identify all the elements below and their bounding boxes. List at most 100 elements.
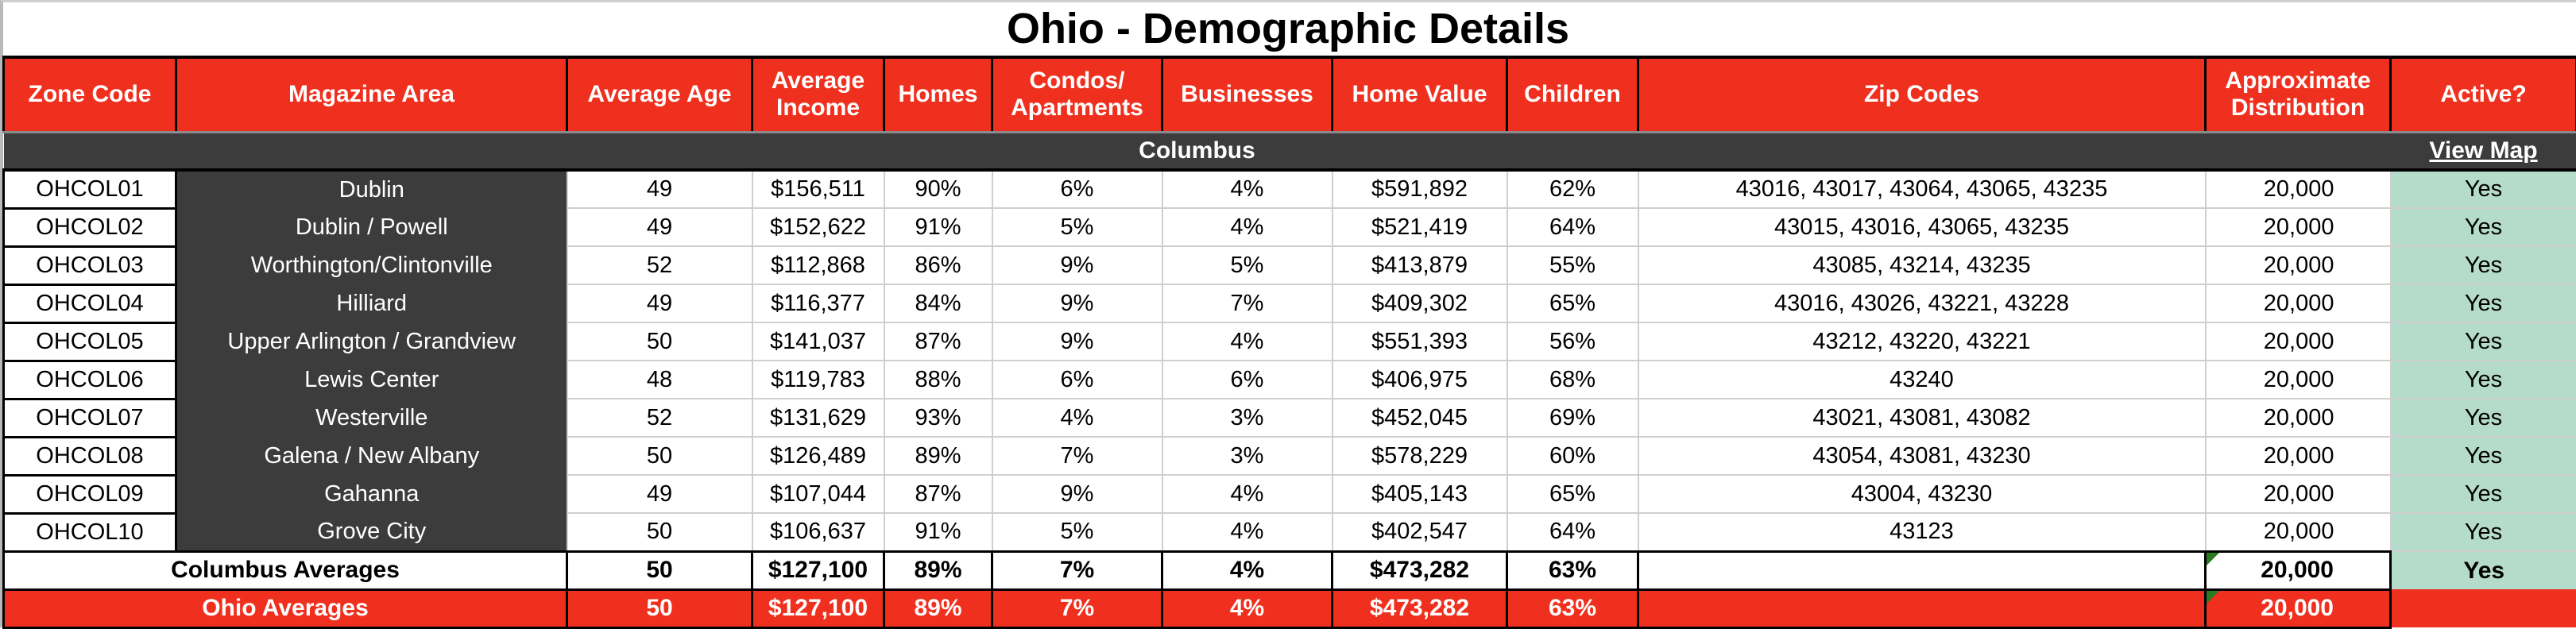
average-income-cell[interactable]: $131,629 [752,399,884,437]
columbus-averages-row-home-value[interactable]: $473,282 [1332,551,1507,589]
magazine-area-cell[interactable]: Upper Arlington / Grandview [176,322,567,361]
condos-cell[interactable]: 5% [992,208,1162,246]
ohio-averages-row-children[interactable]: 63% [1507,589,1638,627]
columbus-averages-row-age[interactable]: 50 [567,551,752,589]
average-income-cell[interactable]: $126,489 [752,437,884,475]
condos-cell[interactable]: 5% [992,513,1162,551]
average-age-cell[interactable]: 48 [567,361,752,399]
average-age-cell[interactable]: 50 [567,437,752,475]
children-cell[interactable]: 65% [1507,475,1638,513]
magazine-area-cell[interactable]: Dublin / Powell [176,208,567,246]
columbus-averages-row-children[interactable]: 63% [1507,551,1638,589]
columbus-averages-row-homes[interactable]: 89% [884,551,992,589]
children-cell[interactable]: 69% [1507,399,1638,437]
businesses-cell[interactable]: 4% [1162,513,1332,551]
header-condos[interactable]: Condos/Apartments [992,57,1162,132]
zip-codes-cell[interactable]: 43016, 43026, 43221, 43228 [1638,284,2206,322]
magazine-area-cell[interactable]: Westerville [176,399,567,437]
average-income-cell[interactable]: $141,037 [752,322,884,361]
businesses-cell[interactable]: 3% [1162,399,1332,437]
condos-cell[interactable]: 6% [992,170,1162,208]
businesses-cell[interactable]: 6% [1162,361,1332,399]
zip-codes-cell[interactable]: 43240 [1638,361,2206,399]
condos-cell[interactable]: 9% [992,284,1162,322]
active-cell[interactable]: Yes [2391,475,2576,513]
home-value-cell[interactable]: $409,302 [1332,284,1507,322]
view-map-link[interactable]: View Map [2429,137,2537,164]
businesses-cell[interactable]: 7% [1162,284,1332,322]
children-cell[interactable]: 65% [1507,284,1638,322]
children-cell[interactable]: 68% [1507,361,1638,399]
children-cell[interactable]: 56% [1507,322,1638,361]
magazine-area-cell[interactable]: Gahanna [176,475,567,513]
active-cell[interactable]: Yes [2391,170,2576,208]
zone-code-cell[interactable]: OHCOL05 [4,322,176,361]
columbus-averages-row-distribution[interactable]: 20,000 [2206,551,2391,589]
average-age-cell[interactable]: 50 [567,322,752,361]
home-value-cell[interactable]: $406,975 [1332,361,1507,399]
ohio-averages-row-businesses[interactable]: 4% [1162,589,1332,627]
homes-cell[interactable]: 86% [884,246,992,284]
distribution-cell[interactable]: 20,000 [2206,322,2391,361]
condos-cell[interactable]: 4% [992,399,1162,437]
zip-codes-cell[interactable]: 43004, 43230 [1638,475,2206,513]
distribution-cell[interactable]: 20,000 [2206,399,2391,437]
businesses-cell[interactable]: 4% [1162,170,1332,208]
distribution-cell[interactable]: 20,000 [2206,284,2391,322]
children-cell[interactable]: 64% [1507,513,1638,551]
homes-cell[interactable]: 89% [884,437,992,475]
businesses-cell[interactable]: 4% [1162,475,1332,513]
magazine-area-cell[interactable]: Grove City [176,513,567,551]
average-income-cell[interactable]: $152,622 [752,208,884,246]
ohio-averages-row-active[interactable] [2391,589,2576,627]
zone-code-cell[interactable]: OHCOL03 [4,246,176,284]
average-age-cell[interactable]: 52 [567,399,752,437]
condos-cell[interactable]: 6% [992,361,1162,399]
header-magazine-area[interactable]: Magazine Area [176,57,567,132]
zip-codes-cell[interactable]: 43212, 43220, 43221 [1638,322,2206,361]
average-age-cell[interactable]: 52 [567,246,752,284]
zone-code-cell[interactable]: OHCOL01 [4,170,176,208]
average-income-cell[interactable]: $156,511 [752,170,884,208]
group-name[interactable]: Columbus [4,132,2391,170]
magazine-area-cell[interactable]: Dublin [176,170,567,208]
active-cell[interactable]: Yes [2391,322,2576,361]
ohio-averages-row-zips[interactable] [1638,589,2206,627]
children-cell[interactable]: 55% [1507,246,1638,284]
average-income-cell[interactable]: $106,637 [752,513,884,551]
ohio-averages-row-age[interactable]: 50 [567,589,752,627]
condos-cell[interactable]: 9% [992,246,1162,284]
businesses-cell[interactable]: 4% [1162,322,1332,361]
businesses-cell[interactable]: 3% [1162,437,1332,475]
active-cell[interactable]: Yes [2391,399,2576,437]
magazine-area-cell[interactable]: Hilliard [176,284,567,322]
active-cell[interactable]: Yes [2391,246,2576,284]
active-cell[interactable]: Yes [2391,437,2576,475]
ohio-averages-row-condos[interactable]: 7% [992,589,1162,627]
active-cell[interactable]: Yes [2391,208,2576,246]
average-age-cell[interactable]: 49 [567,208,752,246]
ohio-averages-row-homes[interactable]: 89% [884,589,992,627]
header-children[interactable]: Children [1507,57,1638,132]
children-cell[interactable]: 64% [1507,208,1638,246]
homes-cell[interactable]: 87% [884,475,992,513]
condos-cell[interactable]: 7% [992,437,1162,475]
zone-code-cell[interactable]: OHCOL07 [4,399,176,437]
columbus-averages-row-income[interactable]: $127,100 [752,551,884,589]
header-zone-code[interactable]: Zone Code [4,57,176,132]
zone-code-cell[interactable]: OHCOL02 [4,208,176,246]
header-active[interactable]: Active? [2391,57,2576,132]
zip-codes-cell[interactable]: 43054, 43081, 43230 [1638,437,2206,475]
distribution-cell[interactable]: 20,000 [2206,170,2391,208]
header-zip-codes[interactable]: Zip Codes [1638,57,2206,132]
children-cell[interactable]: 62% [1507,170,1638,208]
zip-codes-cell[interactable]: 43016, 43017, 43064, 43065, 43235 [1638,170,2206,208]
homes-cell[interactable]: 84% [884,284,992,322]
homes-cell[interactable]: 87% [884,322,992,361]
zip-codes-cell[interactable]: 43123 [1638,513,2206,551]
header-home-value[interactable]: Home Value [1332,57,1507,132]
active-cell[interactable]: Yes [2391,361,2576,399]
home-value-cell[interactable]: $591,892 [1332,170,1507,208]
